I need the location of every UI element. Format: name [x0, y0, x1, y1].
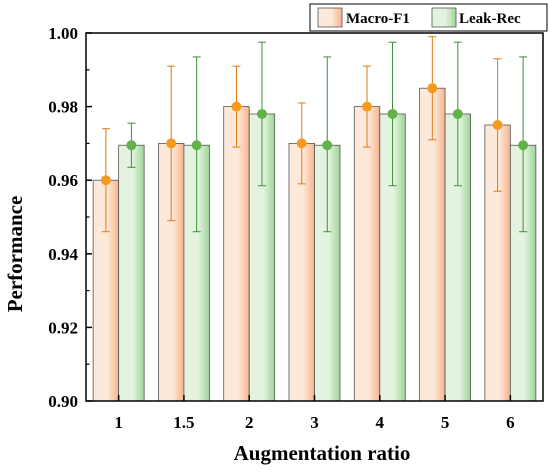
point-macro-f1-3 [296, 138, 307, 149]
x-tick-label: 2 [245, 413, 254, 432]
bar-macro-f1-4 [353, 106, 381, 402]
x-tick-label: 6 [506, 413, 515, 432]
point-macro-f1-1.5 [166, 138, 177, 149]
axes [85, 32, 544, 402]
error-bars-layer [100, 36, 529, 233]
legend-label-leak-rec: Leak-Rec [459, 11, 521, 27]
point-leak-rec-1.5 [191, 140, 202, 151]
legend-swatch-leak-rec [431, 7, 457, 28]
x-tick-label: 5 [441, 413, 450, 432]
point-leak-rec-3 [322, 140, 333, 151]
legend-swatch-macro-f1 [317, 7, 343, 28]
y-tick-label: 0.90 [48, 392, 78, 411]
y-tick-label: 0.94 [48, 245, 78, 264]
bar-leak-rec-1 [118, 144, 145, 402]
bars-layer [92, 87, 537, 402]
y-tick-label: 0.96 [48, 171, 78, 190]
bar-leak-rec-2 [248, 113, 276, 402]
point-leak-rec-5 [452, 108, 463, 119]
point-leak-rec-4 [387, 108, 398, 119]
legend-label-macro-f1: Macro-F1 [346, 11, 410, 27]
point-leak-rec-1 [126, 140, 137, 151]
point-macro-f1-1 [100, 175, 111, 186]
x-tick-label: 1 [114, 413, 123, 432]
point-macro-f1-6 [492, 120, 503, 130]
point-leak-rec-2 [256, 108, 267, 119]
point-macro-f1-5 [427, 83, 438, 94]
point-macro-f1-2 [231, 101, 242, 112]
y-tick-label: 0.98 [48, 98, 78, 117]
x-tick-label: 4 [376, 413, 385, 432]
legend: Macro-F1 Leak-Rec [309, 3, 548, 32]
x-tick-label: 1.5 [173, 413, 194, 432]
point-leak-rec-6 [518, 140, 529, 151]
legend-box [309, 3, 548, 32]
bar-macro-f1-2 [223, 106, 250, 402]
y-tick-label: 1.00 [48, 24, 78, 43]
bar-macro-f1-5 [419, 87, 446, 402]
x-axis-title: Augmentation ratio [234, 441, 411, 465]
y-tick-label: 0.92 [48, 318, 78, 337]
x-tick-label: 3 [310, 413, 319, 432]
tick-labels: 0.90 0.92 0.94 0.96 0.98 1.00 1 1.5 2 3 4 5 6 [48, 24, 514, 432]
point-macro-f1-4 [362, 101, 373, 112]
y-axis-title: Performance [3, 196, 27, 313]
